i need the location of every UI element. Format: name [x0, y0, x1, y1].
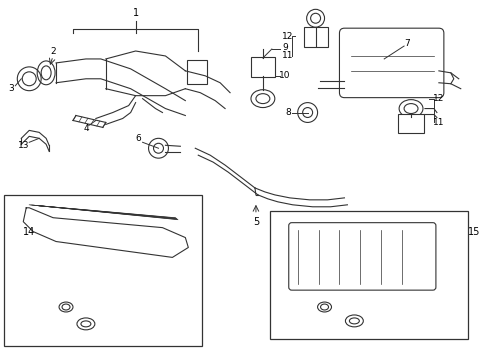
FancyBboxPatch shape: [250, 57, 274, 77]
Text: 1: 1: [132, 8, 139, 18]
FancyBboxPatch shape: [397, 113, 423, 133]
Text: 7: 7: [404, 39, 409, 48]
FancyBboxPatch shape: [303, 27, 327, 47]
Text: 4: 4: [83, 124, 88, 133]
Text: 9: 9: [281, 42, 287, 51]
Text: 5: 5: [252, 217, 259, 227]
Text: 2: 2: [50, 46, 56, 55]
FancyBboxPatch shape: [269, 211, 467, 339]
FancyBboxPatch shape: [187, 60, 207, 84]
Text: 13: 13: [18, 141, 29, 150]
FancyBboxPatch shape: [339, 28, 443, 98]
Text: 10: 10: [279, 71, 290, 80]
Text: 12: 12: [432, 94, 444, 103]
FancyBboxPatch shape: [4, 195, 202, 346]
FancyBboxPatch shape: [288, 223, 435, 290]
Text: 15: 15: [467, 226, 479, 237]
Text: 14: 14: [23, 226, 35, 237]
Text: 8: 8: [285, 108, 290, 117]
Text: 11: 11: [432, 118, 444, 127]
Text: 3: 3: [8, 84, 14, 93]
Text: 12: 12: [282, 32, 293, 41]
Text: 11: 11: [282, 51, 293, 60]
Text: 6: 6: [136, 134, 141, 143]
